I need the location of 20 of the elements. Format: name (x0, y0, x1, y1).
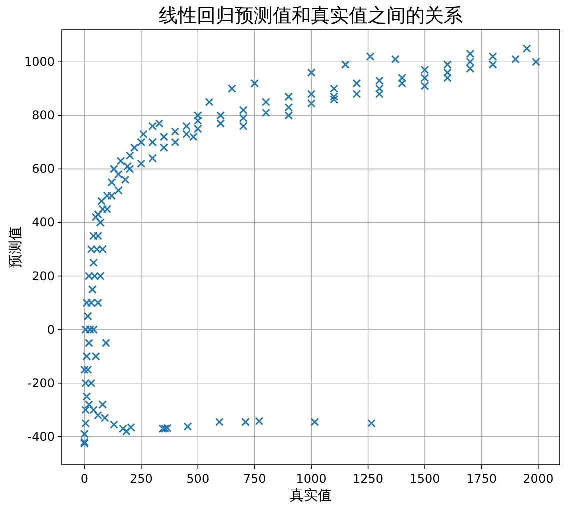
y-tick-label: 1000 (24, 55, 55, 70)
x-tick-label: 750 (243, 472, 266, 486)
y-tick-label: -400 (28, 430, 55, 444)
x-tick-label: 500 (186, 472, 210, 486)
x-tick-label: 250 (130, 472, 153, 486)
x-tick-label: 0 (80, 472, 89, 486)
x-tick-label: 1250 (353, 472, 384, 486)
y-tick-label: -200 (28, 376, 55, 390)
chart-title: 线性回归预测值和真实值之间的关系 (159, 5, 463, 27)
x-tick-label: 1500 (410, 472, 440, 486)
x-tick-label: 2000 (523, 472, 554, 486)
x-tick-label: 1000 (296, 472, 327, 486)
x-tick-label: 1750 (466, 472, 497, 486)
y-tick-label: 600 (32, 162, 55, 176)
y-tick-label: 0 (47, 322, 55, 337)
y-tick-label: 400 (32, 216, 55, 230)
x-axis-title: 真实值 (290, 488, 332, 504)
y-axis-title: 预测值 (8, 226, 24, 268)
y-tick-label: 200 (32, 269, 55, 284)
y-tick-label: 800 (32, 108, 55, 123)
